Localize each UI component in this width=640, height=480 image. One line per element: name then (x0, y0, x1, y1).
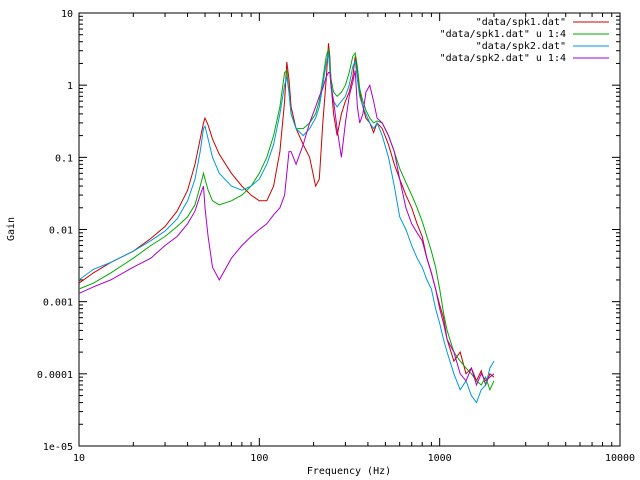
series-line-3 (78, 52, 495, 404)
y-tick-label: 1e-05 (43, 442, 73, 453)
x-axis-title: Frequency (Hz) (307, 466, 391, 477)
series-line-4 (78, 70, 495, 387)
x-tick-label: 10000 (605, 453, 635, 464)
y-tick-label: 10 (61, 9, 73, 20)
x-tick-label: 10 (73, 453, 85, 464)
y-tick-label: 1 (67, 81, 73, 92)
x-tick-label: 1000 (428, 453, 452, 464)
y-tick-label: 0.001 (43, 298, 73, 309)
series-line-2 (78, 48, 495, 392)
x-tick-label: 100 (250, 453, 268, 464)
legend-label-2: "data/spk1.dat" u 1:4 (440, 29, 566, 40)
legend-label-4: "data/spk2.dat" u 1:4 (440, 53, 566, 64)
y-tick-label: 0.0001 (37, 370, 73, 381)
plot-frame (78, 12, 621, 447)
y-tick-label: 0.1 (55, 153, 73, 164)
y-axis-title: Gain (6, 217, 17, 241)
series-line-1 (78, 43, 495, 387)
y-tick-label: 0.01 (49, 226, 73, 237)
legend-label-1: "data/spk1.dat" (476, 17, 566, 28)
legend-label-3: "data/spk2.dat" (476, 41, 566, 52)
